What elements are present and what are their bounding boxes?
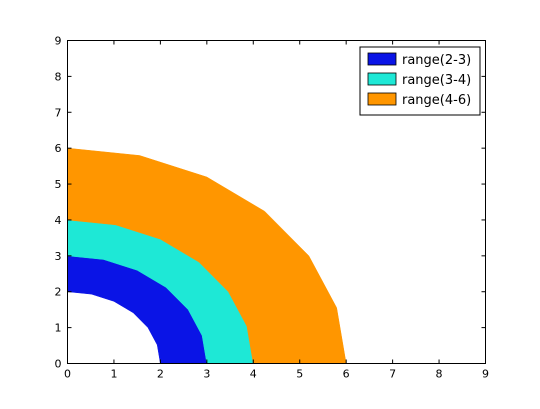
y-tick-label: 4 [55,214,62,227]
legend-swatch-1 [367,52,397,66]
plot-frame [67,40,486,364]
x-tick-label: 7 [389,368,396,381]
legend-label-2: range(3-4) [402,73,471,88]
legend-label-1: range(2-3) [402,53,471,68]
x-tick-label: 2 [157,368,164,381]
legend-swatch-3 [367,92,397,106]
x-tick-label: 5 [296,368,303,381]
x-tick-label: 4 [250,368,257,381]
legend-label-3: range(4-6) [402,93,471,108]
legend: range(2-3) range(3-4) range(4-6) [359,46,481,116]
x-tick-label: 6 [343,368,350,381]
x-tick-label: 0 [64,368,71,381]
ticks-layer: 0 1 2 3 4 5 6 7 8 9 0 1 2 3 4 5 6 7 8 9 [55,35,490,381]
y-tick-label: 1 [55,322,62,335]
x-tick-label: 3 [203,368,210,381]
y-tick-label: 0 [55,358,62,371]
x-tick-label: 9 [482,368,489,381]
y-tick-label: 9 [55,35,62,48]
y-tick-label: 3 [55,250,62,263]
y-tick-label: 5 [55,178,62,191]
y-tick-label: 7 [55,106,62,119]
x-tick-label: 8 [436,368,443,381]
series-layer [67,147,347,364]
x-tick-label: 1 [110,368,117,381]
y-tick-label: 8 [55,70,62,83]
legend-swatch-2 [367,72,397,86]
y-tick-label: 2 [55,286,62,299]
y-tick-label: 6 [55,142,62,155]
